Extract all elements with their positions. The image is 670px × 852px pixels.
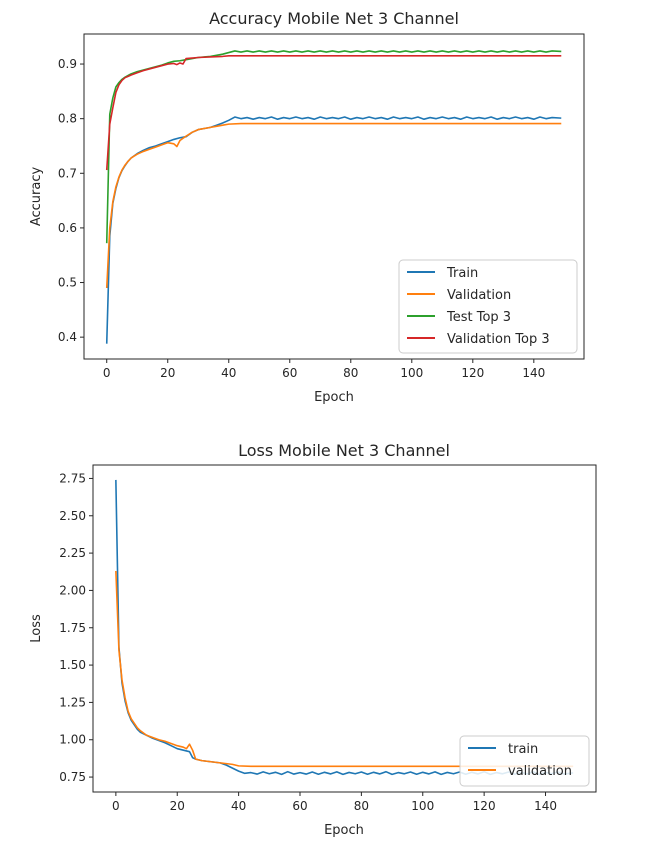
legend-label: Test Top 3	[446, 310, 511, 325]
series-layer	[105, 50, 562, 344]
series-line-validation	[115, 570, 574, 768]
accuracy-plot-area	[83, 33, 585, 360]
y-tick-label: 2.75	[59, 471, 86, 485]
accuracy-chart: Accuracy Mobile Net 3 Channel 0 20 40 60 80 1…	[29, 9, 585, 405]
legend: train validation	[459, 735, 590, 787]
y-tick-label: 0.4	[58, 330, 77, 344]
x-tick-label: 20	[170, 799, 185, 813]
y-tick-label: 0.5	[58, 276, 77, 290]
legend-label: validation	[508, 764, 572, 779]
x-ticks: 0 20 40 60 80 100 120 140	[112, 792, 557, 813]
x-tick-label: 140	[522, 366, 545, 380]
plot-frame	[83, 33, 585, 360]
series-line-validation-top-3	[105, 55, 562, 171]
y-tick-label: 0.75	[59, 770, 86, 784]
x-tick-label: 40	[231, 799, 246, 813]
legend-label: Validation	[447, 288, 511, 303]
y-tick-label: 0.6	[58, 221, 77, 235]
y-tick-label: 2.00	[59, 583, 86, 597]
x-tick-label: 100	[411, 799, 434, 813]
y-tick-label: 1.75	[59, 621, 86, 635]
x-tick-label: 0	[103, 366, 111, 380]
legend-label: train	[508, 742, 538, 757]
y-tick-label: 0.9	[58, 57, 77, 71]
x-tick-label: 60	[282, 366, 297, 380]
y-tick-label: 0.8	[58, 112, 77, 126]
series-line-test-top-3	[105, 50, 562, 244]
loss-chart: Loss Mobile Net 3 Channel 0 20 40 60 80 100 12…	[29, 441, 597, 838]
y-ticks: 0.75 1.00 1.25 1.50 1.75 2.00 2.25 2.50 2.75	[59, 471, 93, 784]
y-ticks: 0.4 0.5 0.6 0.7 0.8 0.9	[58, 57, 84, 344]
y-tick-label: 2.25	[59, 546, 86, 560]
y-axis-label: Accuracy	[29, 167, 44, 227]
y-tick-label: 0.7	[58, 166, 77, 180]
y-tick-label: 1.25	[59, 695, 86, 709]
x-tick-label: 0	[112, 799, 120, 813]
series-line-train	[105, 116, 562, 344]
x-tick-label: 40	[221, 366, 236, 380]
x-tick-label: 140	[534, 799, 557, 813]
x-tick-label: 120	[473, 799, 496, 813]
legend-box	[398, 259, 578, 354]
y-tick-label: 1.00	[59, 733, 86, 747]
chart-title: Loss Mobile Net 3 Channel	[238, 441, 450, 460]
x-axis-label: Epoch	[324, 823, 364, 838]
x-tick-label: 60	[292, 799, 307, 813]
x-tick-label: 20	[160, 366, 175, 380]
legend-entries: train validation	[468, 742, 572, 779]
legend-label: Validation Top 3	[447, 332, 550, 347]
x-tick-label: 80	[354, 799, 369, 813]
legend: Train Validation Test Top 3 Validation Top …	[398, 259, 578, 354]
series-line-validation	[105, 122, 562, 289]
y-tick-label: 2.50	[59, 509, 86, 523]
y-axis-label: Loss	[29, 614, 44, 643]
x-tick-label: 120	[461, 366, 484, 380]
plot-frame	[92, 464, 597, 793]
x-tick-label: 80	[343, 366, 358, 380]
legend-entries: Train Validation Test Top 3 Validation Top …	[407, 266, 550, 347]
chart-title: Accuracy Mobile Net 3 Channel	[209, 9, 459, 28]
x-axis-label: Epoch	[314, 390, 354, 405]
x-ticks: 0 20 40 60 80 100 120 140	[103, 359, 545, 380]
y-tick-label: 1.50	[59, 658, 86, 672]
legend-label: Train	[446, 266, 478, 281]
x-tick-label: 100	[400, 366, 423, 380]
